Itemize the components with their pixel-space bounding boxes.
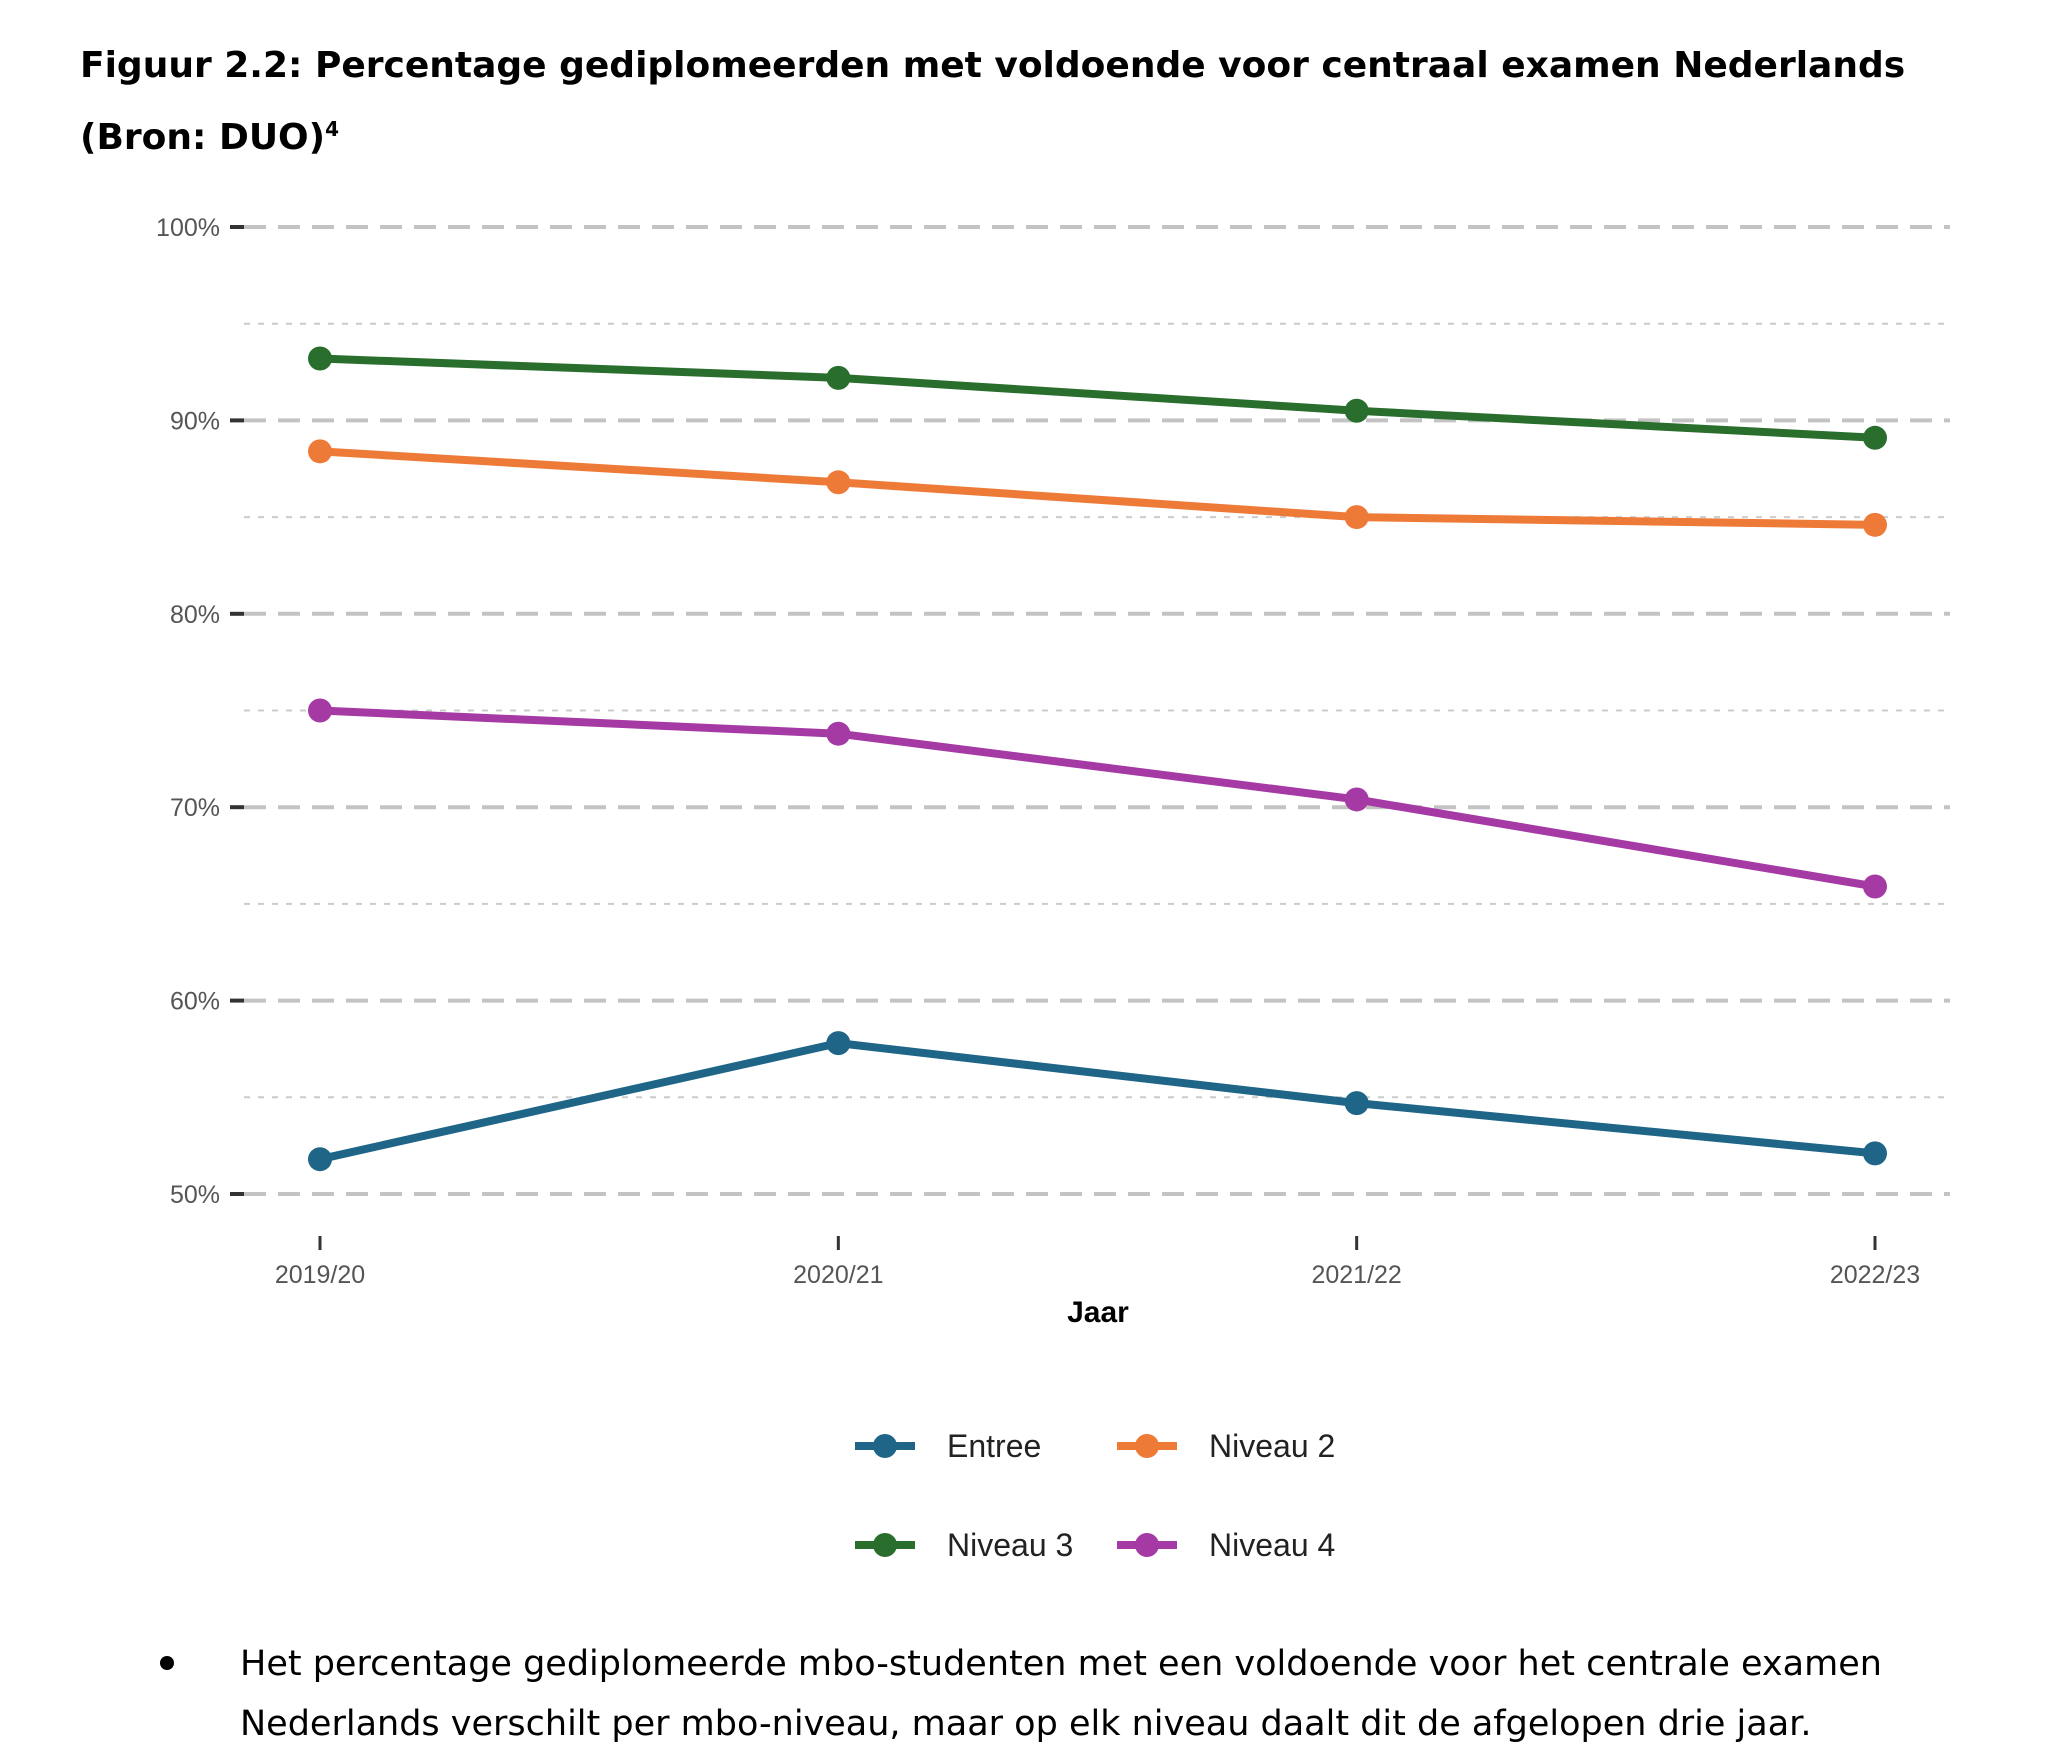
y-tick-label: 60% — [170, 988, 220, 1016]
data-point-niveau-4 — [1344, 787, 1369, 812]
figure-title: Figuur 2.2: Percentage gediplomeerden me… — [80, 45, 1906, 158]
legend-label: Niveau 2 — [1209, 1428, 1335, 1464]
x-tick-label: 2021/22 — [1311, 1261, 1401, 1289]
legend-item-niveau-4: Niveau 4 — [1117, 1527, 1335, 1563]
x-tick-label: 2022/23 — [1830, 1261, 1920, 1289]
data-point-entree — [1344, 1091, 1369, 1116]
data-point-niveau-2 — [1863, 512, 1887, 537]
data-point-niveau-2 — [308, 439, 332, 464]
legend-item-niveau-3: Niveau 3 — [855, 1527, 1073, 1563]
series-line-niveau-2 — [316, 447, 1879, 529]
y-axis: 50% 60% 70% 80% 90% 100% — [156, 214, 244, 1209]
data-point-entree — [1863, 1141, 1887, 1166]
series-line-niveau-3 — [316, 354, 1879, 442]
minor-gridlines — [244, 322, 1950, 1099]
series-line-entree — [316, 1039, 1879, 1164]
data-point-niveau-3 — [308, 346, 332, 371]
bullet-point — [160, 1656, 174, 1670]
legend-label: Niveau 3 — [947, 1527, 1073, 1563]
data-point-niveau-3 — [1344, 398, 1369, 423]
y-tick-label: 50% — [170, 1181, 220, 1209]
major-gridlines — [244, 225, 1950, 1196]
line-chart: 50% 60% 70% 80% 90% 100% 2019/20 2020/21 2021/2… — [156, 214, 1950, 1563]
legend-label: Entree — [947, 1428, 1041, 1464]
data-point-niveau-4 — [308, 698, 332, 723]
data-point-niveau-4 — [826, 721, 851, 746]
legend-item-entree: Entree — [855, 1428, 1041, 1464]
y-tick-label: 100% — [156, 214, 220, 242]
series-line-niveau-4 — [316, 706, 1879, 891]
series-layer — [308, 346, 1887, 1172]
legend-key-point — [1135, 1434, 1159, 1458]
y-tick-label: 80% — [170, 601, 220, 629]
footnote-ref: 4 — [325, 117, 340, 141]
legend-key-point — [873, 1434, 897, 1458]
data-point-niveau-2 — [1344, 505, 1369, 530]
legend: Entree Niveau 2 Niveau 3 Niveau 4 — [855, 1428, 1335, 1563]
x-tick-label: 2020/21 — [793, 1261, 883, 1289]
x-axis-label: Jaar — [1067, 1296, 1129, 1329]
data-point-niveau-3 — [1863, 425, 1887, 450]
data-point-niveau-3 — [826, 365, 851, 390]
data-point-niveau-4 — [1863, 874, 1887, 899]
data-point-niveau-2 — [826, 470, 851, 495]
x-tick-label: 2019/20 — [275, 1261, 365, 1289]
data-point-entree — [826, 1031, 851, 1056]
legend-key-point — [873, 1533, 897, 1557]
y-tick-label: 90% — [170, 407, 220, 435]
legend-label: Niveau 4 — [1209, 1527, 1335, 1563]
data-point-entree — [308, 1147, 332, 1172]
legend-item-niveau-2: Niveau 2 — [1117, 1428, 1335, 1464]
y-tick-label: 70% — [170, 794, 220, 822]
legend-key-point — [1135, 1533, 1159, 1557]
x-axis: 2019/20 2020/21 2021/22 2022/23 — [275, 1236, 1920, 1289]
bullet-text: Het percentage gediplomeerde mbo-student… — [240, 1644, 1882, 1744]
